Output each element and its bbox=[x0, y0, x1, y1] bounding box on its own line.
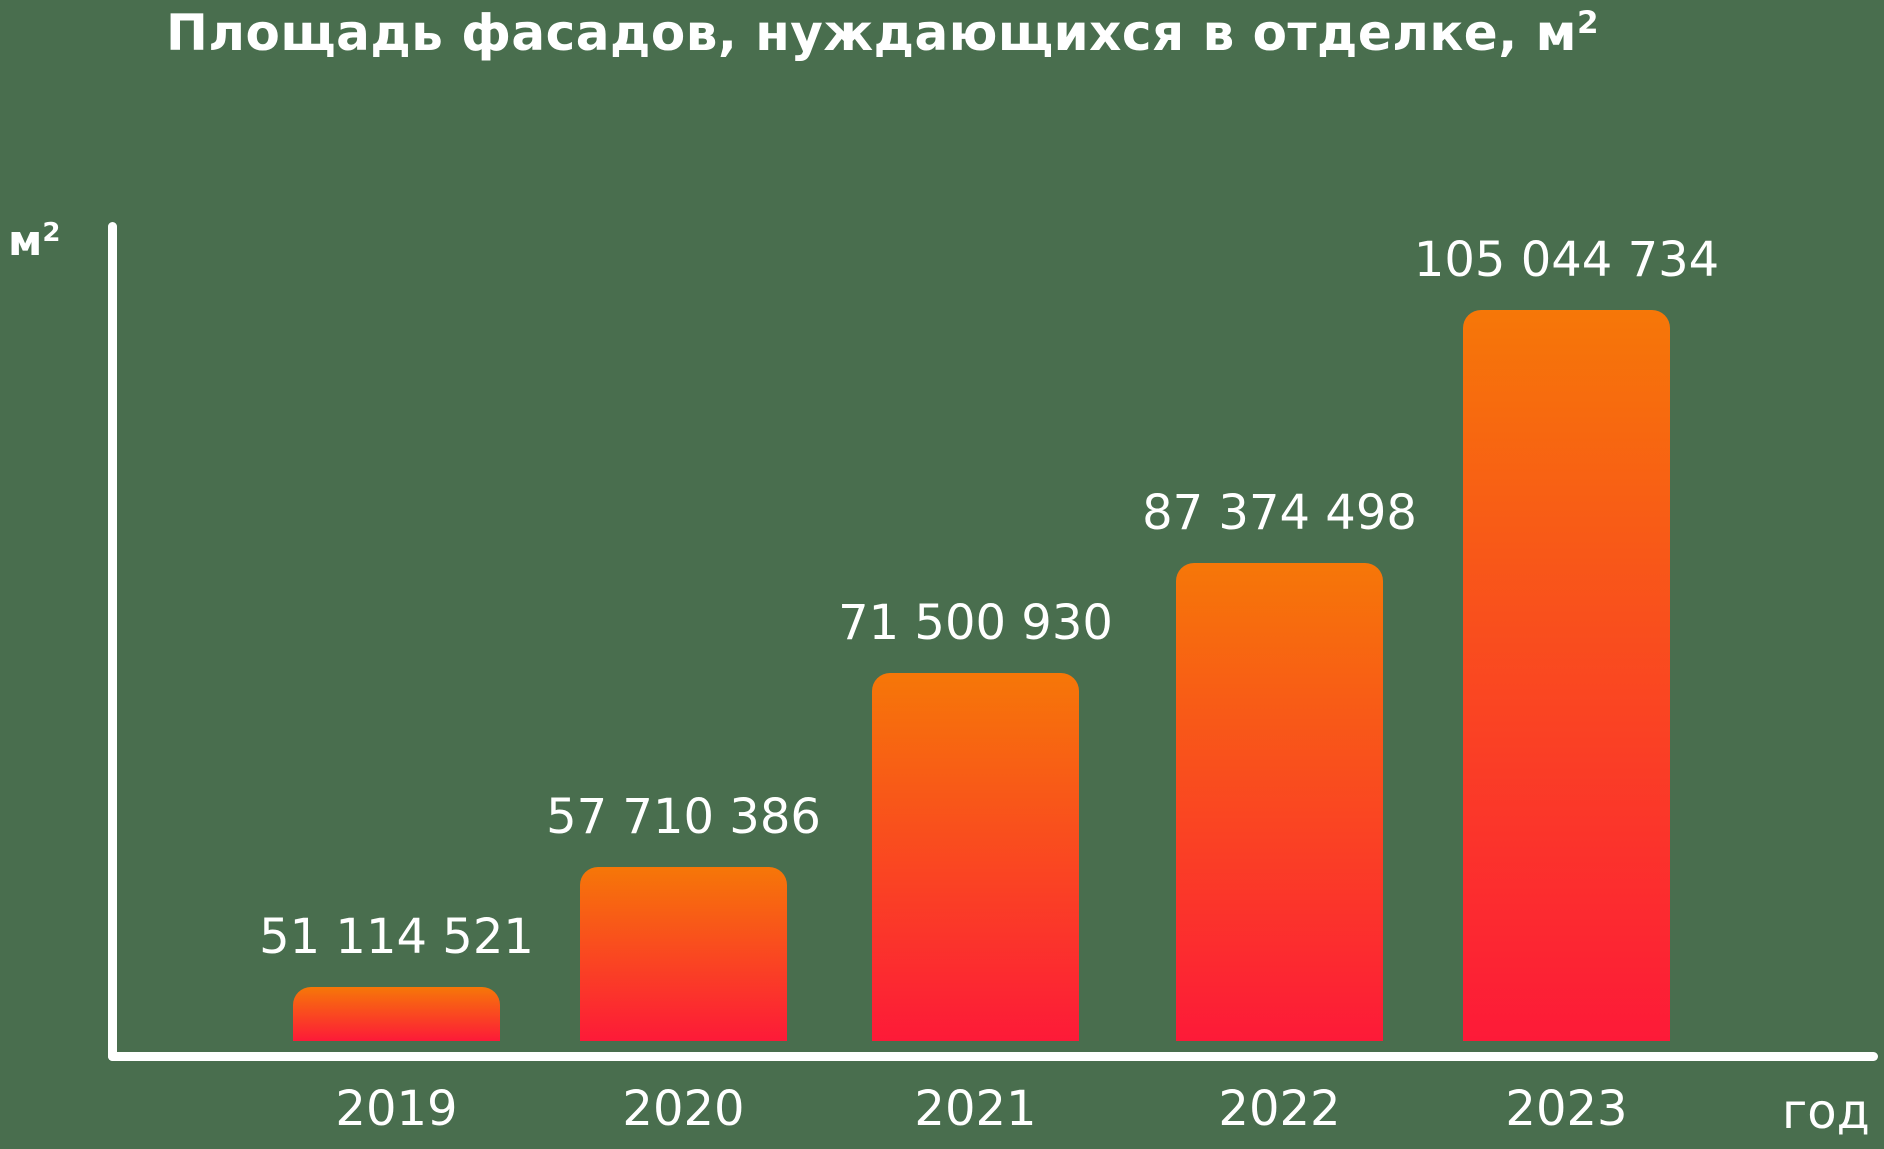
x-axis-line bbox=[108, 1052, 1878, 1061]
x-tick-2021: 2021 bbox=[914, 1081, 1037, 1137]
bar-value-label-2022: 87 374 498 bbox=[1142, 485, 1417, 541]
y-axis-label-text: м bbox=[8, 216, 43, 265]
bar-2022 bbox=[1176, 563, 1383, 1041]
x-tick-2022: 2022 bbox=[1218, 1081, 1341, 1137]
bar-value-label-2021: 71 500 930 bbox=[838, 595, 1113, 651]
x-tick-2019: 2019 bbox=[335, 1081, 458, 1137]
bar-2020 bbox=[580, 867, 787, 1041]
bar-2023 bbox=[1463, 310, 1670, 1041]
bar-2019 bbox=[293, 987, 500, 1041]
x-tick-2020: 2020 bbox=[622, 1081, 745, 1137]
bar-value-label-2019: 51 114 521 bbox=[259, 909, 534, 965]
chart-title-text: Площадь фасадов, нуждающихся в отделке, … bbox=[166, 4, 1577, 62]
y-axis-label-superscript: 2 bbox=[42, 217, 61, 248]
bar-value-label-2023: 105 044 734 bbox=[1413, 232, 1720, 288]
x-tick-2023: 2023 bbox=[1505, 1081, 1628, 1137]
y-axis-line bbox=[108, 222, 117, 1061]
bar-value-label-2020: 57 710 386 bbox=[546, 789, 821, 845]
bar-2021 bbox=[872, 673, 1079, 1041]
chart-title: Площадь фасадов, нуждающихся в отделке, … bbox=[166, 4, 1599, 62]
y-axis-label: м2 bbox=[8, 216, 60, 265]
x-axis-label: год bbox=[1782, 1084, 1870, 1140]
chart-title-superscript: 2 bbox=[1576, 4, 1600, 41]
